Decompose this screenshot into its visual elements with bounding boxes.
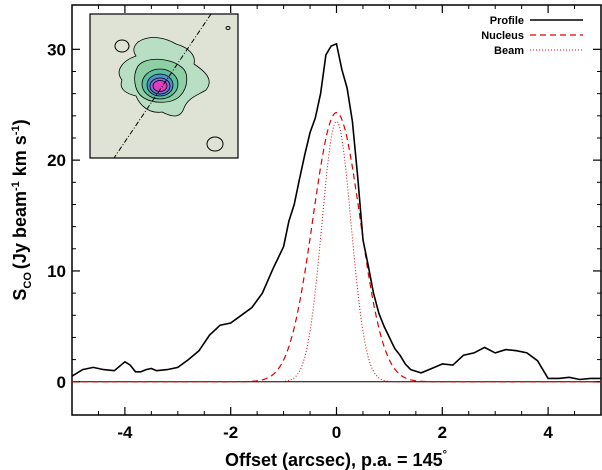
- series-profile-line: [71, 42, 601, 381]
- x-tick-label: -2: [223, 423, 238, 442]
- axis-ticks: -4 -2 0 2 4 0 10 20 30: [47, 5, 602, 442]
- y-axis-title: SCO(Jy beam-1 km s-1): [10, 119, 34, 300]
- legend-label-nucleus: Nucleus: [481, 30, 524, 42]
- y-tick-label: 0: [57, 373, 66, 392]
- inset-contour-6: [152, 80, 168, 92]
- legend-label-beam: Beam: [494, 45, 524, 57]
- inset-blob-left: [114, 39, 130, 53]
- inset-map: [89, 13, 239, 159]
- y-tick-label: 30: [47, 40, 66, 59]
- inset-pa-line: [113, 13, 212, 159]
- inset-blob-topright: [225, 26, 231, 30]
- x-axis-title: Offset (arcsec), p.a. = 145°: [225, 449, 447, 470]
- x-tick-label: 4: [543, 423, 553, 442]
- y-tick-label: 20: [47, 151, 66, 170]
- y-tick-label: 10: [47, 262, 66, 281]
- inset-beam: [206, 136, 224, 152]
- series-beam-line: [72, 120, 601, 383]
- legend-label-profile: Profile: [490, 15, 524, 27]
- series-nucleus-line: [72, 111, 601, 383]
- x-tick-label: 0: [332, 423, 341, 442]
- x-tick-label: -4: [117, 423, 133, 442]
- legend: Profile Nucleus Beam: [481, 15, 583, 57]
- x-tick-label: 2: [438, 423, 447, 442]
